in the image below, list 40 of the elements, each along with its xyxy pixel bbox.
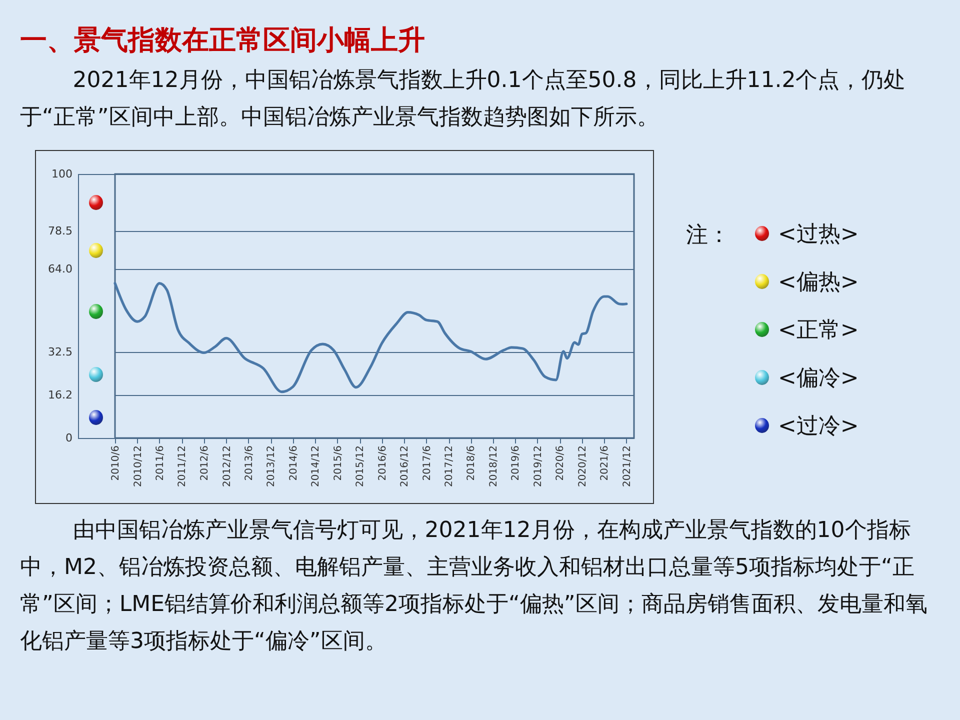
x-tick-label: 2013/6	[244, 446, 255, 481]
x-tick-label: 2013/12	[266, 446, 278, 488]
x-tick-label: 2020/6	[555, 446, 566, 481]
x-tick-label: 2011/6	[154, 446, 166, 481]
x-tick-label: 2021/6	[600, 446, 611, 481]
y-tick-label: 16.2	[48, 388, 72, 402]
x-tick-label: 2018/6	[466, 446, 478, 481]
text: <正常>	[778, 317, 859, 345]
x-tick-label: 2012/6	[199, 446, 210, 481]
x-tick-label: 2016/6	[377, 446, 388, 481]
x-tick-label: 2010/12	[132, 446, 144, 488]
x-tick-label: 2015/12	[355, 446, 366, 488]
text: <过冷>	[778, 413, 859, 441]
x-tick-label: 2020/12	[578, 446, 589, 488]
y-tick-label: 0	[66, 432, 72, 444]
x-tick-label: 2010/6	[110, 446, 122, 481]
y-tick-label: 78.5	[48, 224, 72, 238]
x-tick-label: 2017/12	[444, 446, 456, 488]
x-tick-label: 2011/12	[177, 446, 188, 488]
line-series	[114, 282, 628, 394]
text: <过热>	[778, 221, 859, 249]
chart-subtitle: 2021年12月份，中国铝冶炼景气指数上升0.1个点至50.8，同比上升11.2个点，仍处于“正常”区间中上部。中国铝冶炼产业景气指数趋势图如下所示。	[20, 67, 907, 132]
x-tick-label: 2014/6	[288, 446, 300, 481]
y-tick-label: 100	[52, 168, 72, 180]
x-tick-label: 2021/12	[622, 446, 633, 488]
text: <偏热>	[778, 269, 859, 297]
y-tick-label: 32.5	[48, 346, 72, 359]
x-tick-label: 2017/6	[422, 446, 433, 481]
x-tick-label: 2012/12	[222, 446, 233, 488]
x-tick-label: 2018/12	[488, 446, 500, 488]
y-tick-label: 64.0	[48, 262, 72, 276]
x-tick-label: 2019/12	[532, 446, 544, 488]
x-tick-label: 2015/6	[332, 446, 344, 481]
chart-title: 一、景气指数在正常区间小幅上升	[20, 24, 425, 58]
text: 注：	[686, 222, 730, 250]
text: 由中国铝冶炼产业景气信号灯可见，2021年12月份，在构成产业景气指数的10个指标中，M2、铝冶炼投资总额、电解铝产量、主营业务收入和铝材出口总量等5项指标均处于“正常”区间；LME铝结算价和利润总额等2项指标处于“偏热”区间；商品房销售面积、发电量和氧化铝产量等3项指标处于“偏冷”区间。	[20, 517, 928, 656]
x-tick-label: 2016/12	[400, 446, 411, 488]
x-tick-label: 2019/6	[510, 446, 522, 481]
text: <偏冷>	[778, 365, 859, 393]
x-tick-label: 2014/12	[310, 446, 322, 488]
